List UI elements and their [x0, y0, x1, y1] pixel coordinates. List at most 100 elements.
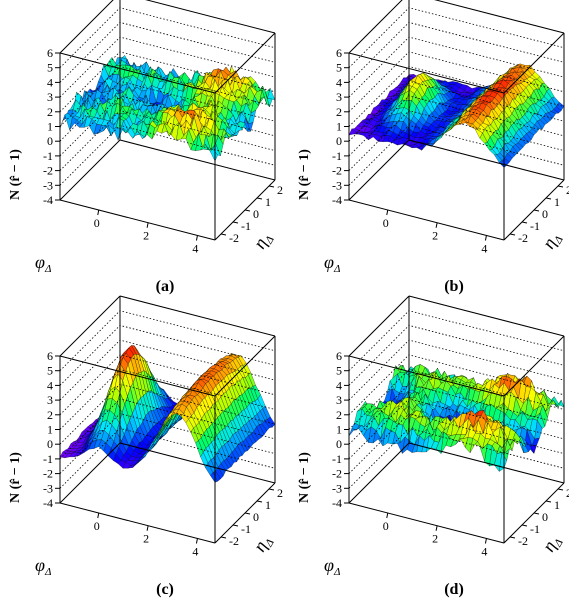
- x-axis-label-b: φΔ: [324, 252, 340, 275]
- grid-line: [59, 413, 276, 474]
- grid-line: [59, 110, 276, 171]
- grid-line: [59, 124, 276, 186]
- z-tick-label: -3: [332, 481, 342, 495]
- z-tick-label: -4: [332, 496, 342, 510]
- grid-line: [59, 21, 276, 83]
- y-axis-label-b: ηΔ: [538, 229, 566, 254]
- x-tick-label: 2: [432, 532, 438, 546]
- box-back-edge: [119, 139, 276, 181]
- surface-cell: [209, 148, 218, 162]
- z-tick-label: 0: [336, 437, 342, 451]
- y-tick-mark: [533, 512, 540, 515]
- box-back-edge: [348, 295, 410, 357]
- panel-label-b: (b): [444, 278, 464, 295]
- z-tick-label: 1: [47, 423, 53, 437]
- grid-line: [348, 354, 565, 416]
- panel-label-d: (d): [444, 581, 464, 598]
- x-tick-mark: [484, 235, 487, 241]
- y-tick-mark: [509, 233, 516, 236]
- y-tick-mark: [268, 185, 275, 188]
- grid-line: [348, 398, 565, 460]
- y-tick-label: -2: [518, 534, 528, 548]
- y-tick-label: 0: [253, 207, 259, 221]
- z-tick-label: 3: [47, 393, 53, 407]
- x-axis-symbol-b: φ: [324, 252, 334, 272]
- y-tick-label: 1: [265, 195, 271, 209]
- y-tick-label: -1: [530, 522, 540, 536]
- z-tick-label: -2: [43, 164, 53, 178]
- y-tick-mark: [545, 197, 552, 200]
- grid-line: [59, 95, 276, 157]
- x-tick-label: 4: [481, 242, 487, 256]
- x-tick-mark: [146, 222, 149, 228]
- grid-line: [59, 339, 276, 401]
- box-front-edge: [214, 32, 276, 94]
- x-tick-mark: [146, 525, 149, 531]
- x-tick-label: 4: [192, 545, 198, 559]
- y-tick-mark: [220, 233, 227, 236]
- grid-line: [59, 427, 276, 489]
- grid-line: [348, 339, 565, 401]
- z-tick-label: 5: [336, 61, 342, 75]
- surface-plot-c: [59, 345, 276, 483]
- box-front-edge: [348, 355, 505, 397]
- grid-line: [348, 413, 565, 474]
- x-tick-mark: [195, 235, 198, 241]
- grid-line: [348, 124, 565, 186]
- y-tick-label: -2: [518, 231, 528, 245]
- x-tick-mark: [435, 525, 438, 531]
- y-tick-mark: [256, 197, 263, 200]
- z-tick-label: 0: [336, 134, 342, 148]
- y-tick-label: -1: [241, 219, 251, 233]
- x-tick-mark: [484, 538, 487, 544]
- grid-line: [59, 7, 276, 68]
- z-tick-label: -1: [43, 149, 53, 163]
- z-tick-label: 5: [336, 364, 342, 378]
- box-front-edge: [59, 502, 216, 544]
- y-tick-mark: [557, 488, 564, 491]
- y-tick-mark: [232, 524, 239, 527]
- z-tick-label: 2: [336, 408, 342, 422]
- x-tick-label: 0: [383, 216, 389, 230]
- x-tick-label: 2: [143, 532, 149, 546]
- z-tick-label: 1: [336, 423, 342, 437]
- box-front-edge: [59, 52, 216, 94]
- grid-line: [348, 110, 565, 171]
- box-back-edge: [59, 139, 121, 201]
- y-tick-label: -2: [229, 534, 239, 548]
- plot-box-c: [59, 295, 276, 544]
- box-front-edge: [214, 335, 276, 397]
- x-tick-mark: [386, 512, 389, 519]
- z-tick-label: -1: [43, 452, 53, 466]
- z-axis-label-a: N (r̂ − 1): [8, 149, 23, 200]
- z-tick-label: 1: [47, 120, 53, 134]
- z-tick-label: 4: [336, 75, 342, 89]
- box-back-edge: [119, 442, 276, 484]
- x-axis-symbol-c: φ: [35, 555, 45, 575]
- z-tick-label: 0: [47, 437, 53, 451]
- x-tick-mark: [97, 512, 100, 519]
- z-tick-label: 4: [47, 75, 53, 89]
- grid-line: [348, 95, 565, 157]
- z-axis-label-c: N (r̂ − 1): [8, 452, 23, 503]
- z-tick-label: 2: [47, 105, 53, 119]
- y-tick-label: 2: [566, 486, 569, 500]
- x-tick-mark: [195, 538, 198, 544]
- grid-line: [348, 7, 565, 68]
- y-tick-label: 2: [566, 183, 569, 197]
- x-tick-label: 0: [94, 519, 100, 533]
- box-front-edge: [348, 502, 505, 544]
- x-axis-symbol-d: φ: [324, 555, 334, 575]
- grid-line: [348, 80, 565, 142]
- z-tick-label: 5: [47, 61, 53, 75]
- x-axis-subscript-b: Δ: [333, 263, 340, 275]
- box-back-edge: [348, 442, 410, 504]
- grid-line: [348, 369, 565, 430]
- grid-line: [59, 51, 276, 113]
